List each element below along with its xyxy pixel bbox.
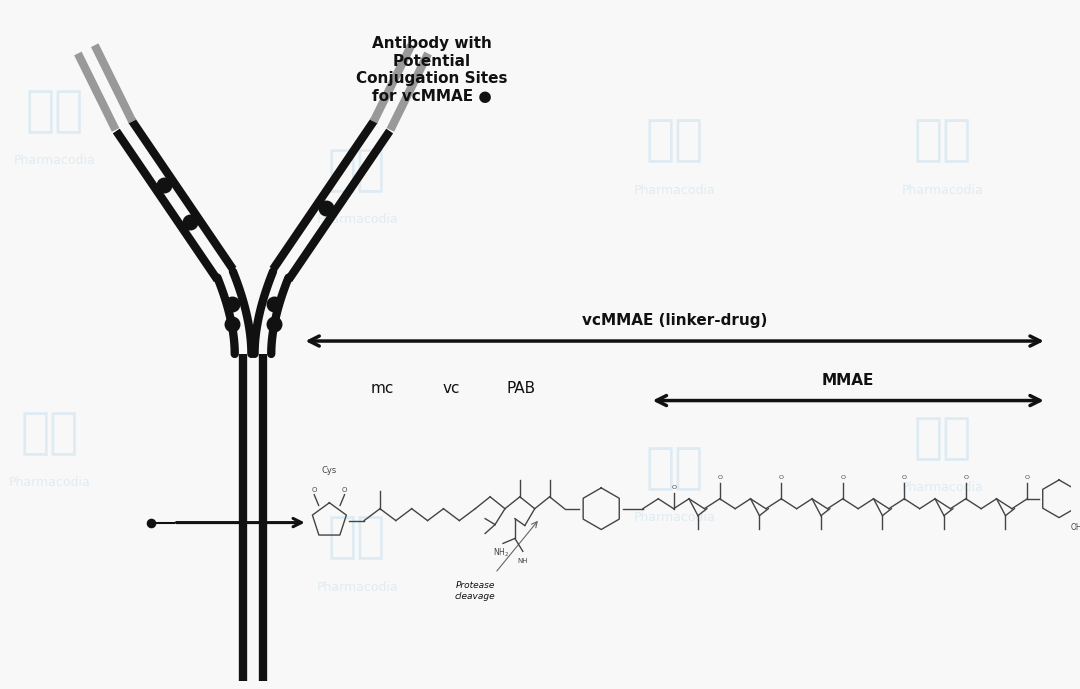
Text: mc: mc xyxy=(370,381,393,396)
Text: vcMMAE (linker-drug): vcMMAE (linker-drug) xyxy=(582,313,767,328)
Point xyxy=(156,180,173,191)
Text: Cys: Cys xyxy=(322,466,337,475)
Text: Protease
cleavage: Protease cleavage xyxy=(455,581,496,601)
Text: O: O xyxy=(717,475,723,480)
Point xyxy=(224,299,241,310)
Text: O: O xyxy=(311,487,316,493)
Text: 药渡: 药渡 xyxy=(26,87,83,135)
Text: 药渡: 药渡 xyxy=(21,409,79,457)
Text: NH: NH xyxy=(517,558,528,564)
Text: O: O xyxy=(963,475,969,480)
Point xyxy=(224,318,241,329)
Text: O: O xyxy=(671,485,676,490)
Text: 药渡: 药渡 xyxy=(914,414,972,462)
Text: Antibody with
Potential
Conjugation Sites
for vcMMAE ●: Antibody with Potential Conjugation Site… xyxy=(355,37,508,103)
Text: Pharmacodia: Pharmacodia xyxy=(634,184,715,197)
Text: 药渡: 药渡 xyxy=(646,116,704,165)
Text: PAB: PAB xyxy=(507,381,536,396)
Text: Pharmacodia: Pharmacodia xyxy=(902,482,984,494)
Text: Pharmacodia: Pharmacodia xyxy=(316,214,399,227)
Text: 药渡: 药渡 xyxy=(914,116,972,165)
Point xyxy=(318,202,335,213)
Point xyxy=(143,517,160,528)
Text: O: O xyxy=(1025,475,1030,480)
Text: vc: vc xyxy=(443,381,460,396)
Point xyxy=(181,217,199,228)
Text: Pharmacodia: Pharmacodia xyxy=(902,184,984,197)
Text: 药渡: 药渡 xyxy=(328,146,387,194)
Text: O: O xyxy=(779,475,784,480)
Point xyxy=(266,299,283,310)
Text: Pharmacodia: Pharmacodia xyxy=(634,511,715,524)
Text: 药渡: 药渡 xyxy=(328,513,387,562)
Text: OH: OH xyxy=(1071,522,1080,532)
Text: O: O xyxy=(840,475,846,480)
Point xyxy=(266,318,283,329)
Text: $\mathrm{NH_2}$: $\mathrm{NH_2}$ xyxy=(492,546,509,559)
Text: 药渡: 药渡 xyxy=(646,444,704,492)
Text: O: O xyxy=(342,487,348,493)
Text: MMAE: MMAE xyxy=(822,373,875,388)
Text: O: O xyxy=(902,475,907,480)
Text: Pharmacodia: Pharmacodia xyxy=(9,476,91,489)
Text: Pharmacodia: Pharmacodia xyxy=(14,154,95,167)
Text: Pharmacodia: Pharmacodia xyxy=(316,581,399,593)
